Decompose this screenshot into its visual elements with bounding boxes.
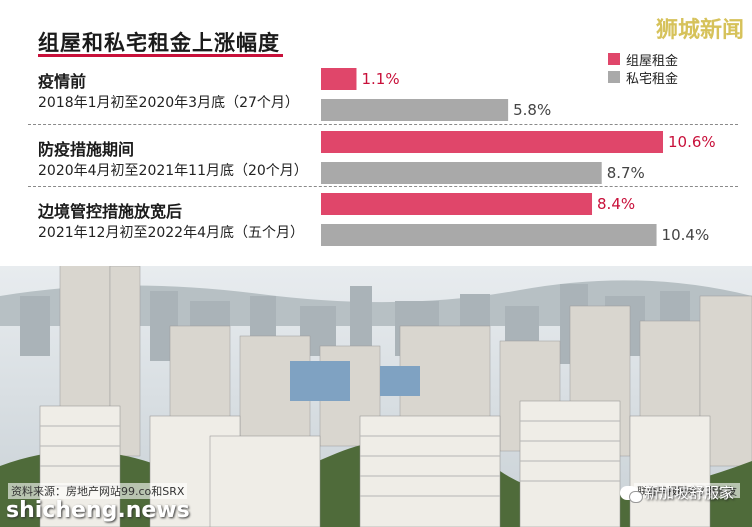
title-underline <box>38 54 283 57</box>
wechat-icon <box>619 485 643 503</box>
bar-private-0 <box>321 99 509 121</box>
data-label-private-1: 8.7% <box>607 164 645 182</box>
bar-hdb-0 <box>321 68 357 90</box>
data-label-private-0: 5.8% <box>513 101 551 119</box>
graphic-credit: 联合早报图表 / 蔡新友 <box>634 483 740 498</box>
legend-label-hdb: 组屋租金 <box>626 53 679 69</box>
wechat-account: 新加坡舒服家 <box>643 484 734 502</box>
legend-item-private: 私宅租金 <box>608 68 679 87</box>
wechat-watermark: 新加坡舒服家 <box>619 482 734 503</box>
legend: 组屋租金 私宅租金 <box>608 50 679 87</box>
data-label-private-2: 10.4% <box>662 226 710 244</box>
data-label-hdb-2: 8.4% <box>597 195 635 213</box>
group-name-measures: 防疫措施期间 <box>38 140 135 159</box>
group-divider <box>28 186 738 187</box>
legend-item-hdb: 组屋租金 <box>608 50 679 69</box>
group-name-border-reopen: 边境管控措施放宽后 <box>38 202 183 221</box>
group-range-measures: 2020年4月初至2021年11月底（20个月） <box>38 163 308 179</box>
legend-swatch-private <box>608 71 620 83</box>
bar-hdb-1 <box>321 131 663 153</box>
source-note: 资料来源：房地产网站99.co和SRX <box>8 483 188 499</box>
site-watermark: shicheng.news <box>6 498 190 523</box>
legend-swatch-hdb <box>608 53 620 65</box>
data-label-hdb-1: 10.6% <box>668 133 716 151</box>
bar-plot: 1.1% 10.6% 8.4% 5.8% 8.7% 10.4% <box>321 68 716 246</box>
data-label-hdb-0: 1.1% <box>361 70 399 88</box>
brand-watermark: 狮城新闻 <box>655 18 744 43</box>
chart-panel: 组屋和私宅租金上涨幅度 组屋租金 私宅租金 疫情前 2018年1月初至2020年… <box>14 10 738 266</box>
group-divider <box>28 124 738 125</box>
chart-title: 组屋和私宅租金上涨幅度 <box>38 31 280 55</box>
bar-hdb-2 <box>321 193 593 215</box>
group-range-pre-pandemic: 2018年1月初至2020年3月底（27个月） <box>38 95 299 111</box>
legend-label-private: 私宅租金 <box>626 71 679 87</box>
group-range-border-reopen: 2021年12月初至2022年4月底（五个月） <box>38 225 304 241</box>
group-name-pre-pandemic: 疫情前 <box>38 72 87 91</box>
city-photo <box>0 266 752 527</box>
bar-private-1 <box>321 162 602 184</box>
bar-private-2 <box>321 224 657 246</box>
